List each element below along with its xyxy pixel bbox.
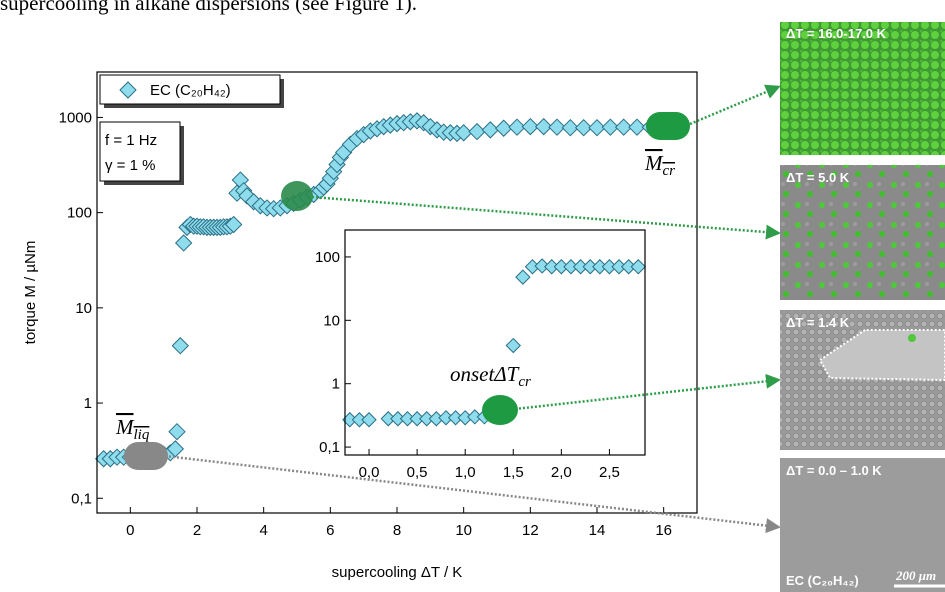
x-tick-label: 1,5	[503, 464, 524, 481]
legend-label: EC (C₂₀H₄₂)	[150, 82, 231, 99]
data-point	[534, 117, 553, 136]
panel-label: ΔT = 5.0 K	[786, 170, 850, 185]
data-point	[548, 118, 566, 136]
x-tick-label: 0,5	[407, 464, 428, 481]
data-point	[521, 117, 540, 136]
frequency: f = 1 Hz	[105, 132, 157, 149]
y-tick-label: 1000	[59, 109, 92, 126]
m-liq: Mliq	[115, 415, 150, 443]
y-tick-label: 10	[75, 300, 92, 317]
panel-label: ΔT = 0.0 – 1.0 K	[786, 463, 882, 478]
micrograph	[780, 165, 945, 300]
data-point	[481, 121, 500, 139]
x-tick-label: 10	[455, 522, 472, 539]
legend-marker	[119, 81, 137, 99]
data-point	[534, 258, 550, 274]
data-point	[174, 234, 193, 252]
data-point	[238, 187, 256, 205]
data-point	[224, 215, 243, 234]
caption: supercooling in alkane dispersions (see …	[0, 0, 417, 15]
micrograph	[780, 458, 945, 592]
arrow	[689, 84, 781, 126]
y-tick-label: 10	[323, 312, 340, 329]
m-cr: Mcr	[644, 151, 675, 179]
panel-label: ΔT = 1.4 K	[786, 315, 850, 330]
sample-label: EC (C₂₀H₄₂)	[786, 573, 859, 588]
arrow	[514, 373, 781, 411]
data-point	[628, 118, 646, 136]
y-tick-label: 0,1	[71, 490, 92, 507]
data-point	[588, 118, 606, 137]
plot-frame	[344, 229, 646, 456]
x-tick-label: 8	[393, 522, 401, 539]
zoom-inset	[818, 329, 945, 382]
highlight	[482, 395, 518, 425]
y-tick-label: 1	[332, 376, 340, 393]
crystal	[908, 334, 916, 342]
x-tick-label: 2,5	[599, 464, 620, 481]
y-axis-title: torque M / µNm	[22, 241, 39, 345]
strain: γ = 1 %	[105, 157, 155, 174]
onset: onsetΔTcr	[450, 362, 531, 390]
arrow	[164, 454, 781, 534]
x-tick-label: 2,0	[551, 464, 572, 481]
data-point	[561, 118, 580, 137]
x-tick-label: 14	[589, 522, 606, 539]
highlight	[281, 181, 313, 211]
data-point	[468, 122, 486, 141]
data-point	[166, 440, 185, 458]
data-point	[515, 269, 531, 285]
x-axis-title: supercooling ΔT / K	[332, 564, 463, 581]
data-point	[171, 337, 190, 355]
data-point	[508, 118, 526, 136]
x-tick-label: 2	[193, 522, 201, 539]
y-tick-label: 1	[84, 395, 92, 412]
data-point	[614, 118, 633, 136]
data-point	[505, 337, 521, 354]
y-tick-label: 0,1	[319, 439, 340, 456]
data-point	[361, 412, 377, 428]
x-tick-label: 4	[259, 522, 267, 539]
x-tick-label: 16	[655, 522, 672, 539]
scale-bar-label: 200 μm	[895, 568, 936, 583]
data-point	[454, 124, 473, 142]
x-tick-label: 1,0	[455, 464, 476, 481]
data-point	[168, 422, 186, 441]
y-tick-label: 100	[315, 249, 340, 266]
x-tick-label: 12	[522, 522, 539, 539]
conditions-box	[99, 121, 181, 182]
arrow	[311, 195, 781, 240]
highlight	[124, 442, 168, 470]
data-point	[574, 118, 593, 137]
highlight	[646, 112, 690, 140]
plots: 0 2 4 6 8 10 12 14 16 0,1 1 10 100 1000 supercooling Δ…	[22, 71, 698, 581]
data-point	[630, 259, 646, 275]
y-tick-label: 100	[67, 205, 92, 222]
data-point	[494, 119, 513, 137]
x-tick-label: 6	[326, 522, 334, 539]
micrograph	[780, 22, 945, 155]
data-point	[601, 118, 620, 136]
x-tick-label: 0	[126, 522, 134, 539]
panel-label: ΔT = 16.0-17.0 K	[786, 26, 887, 41]
x-tick-label: 0,0	[359, 464, 380, 481]
